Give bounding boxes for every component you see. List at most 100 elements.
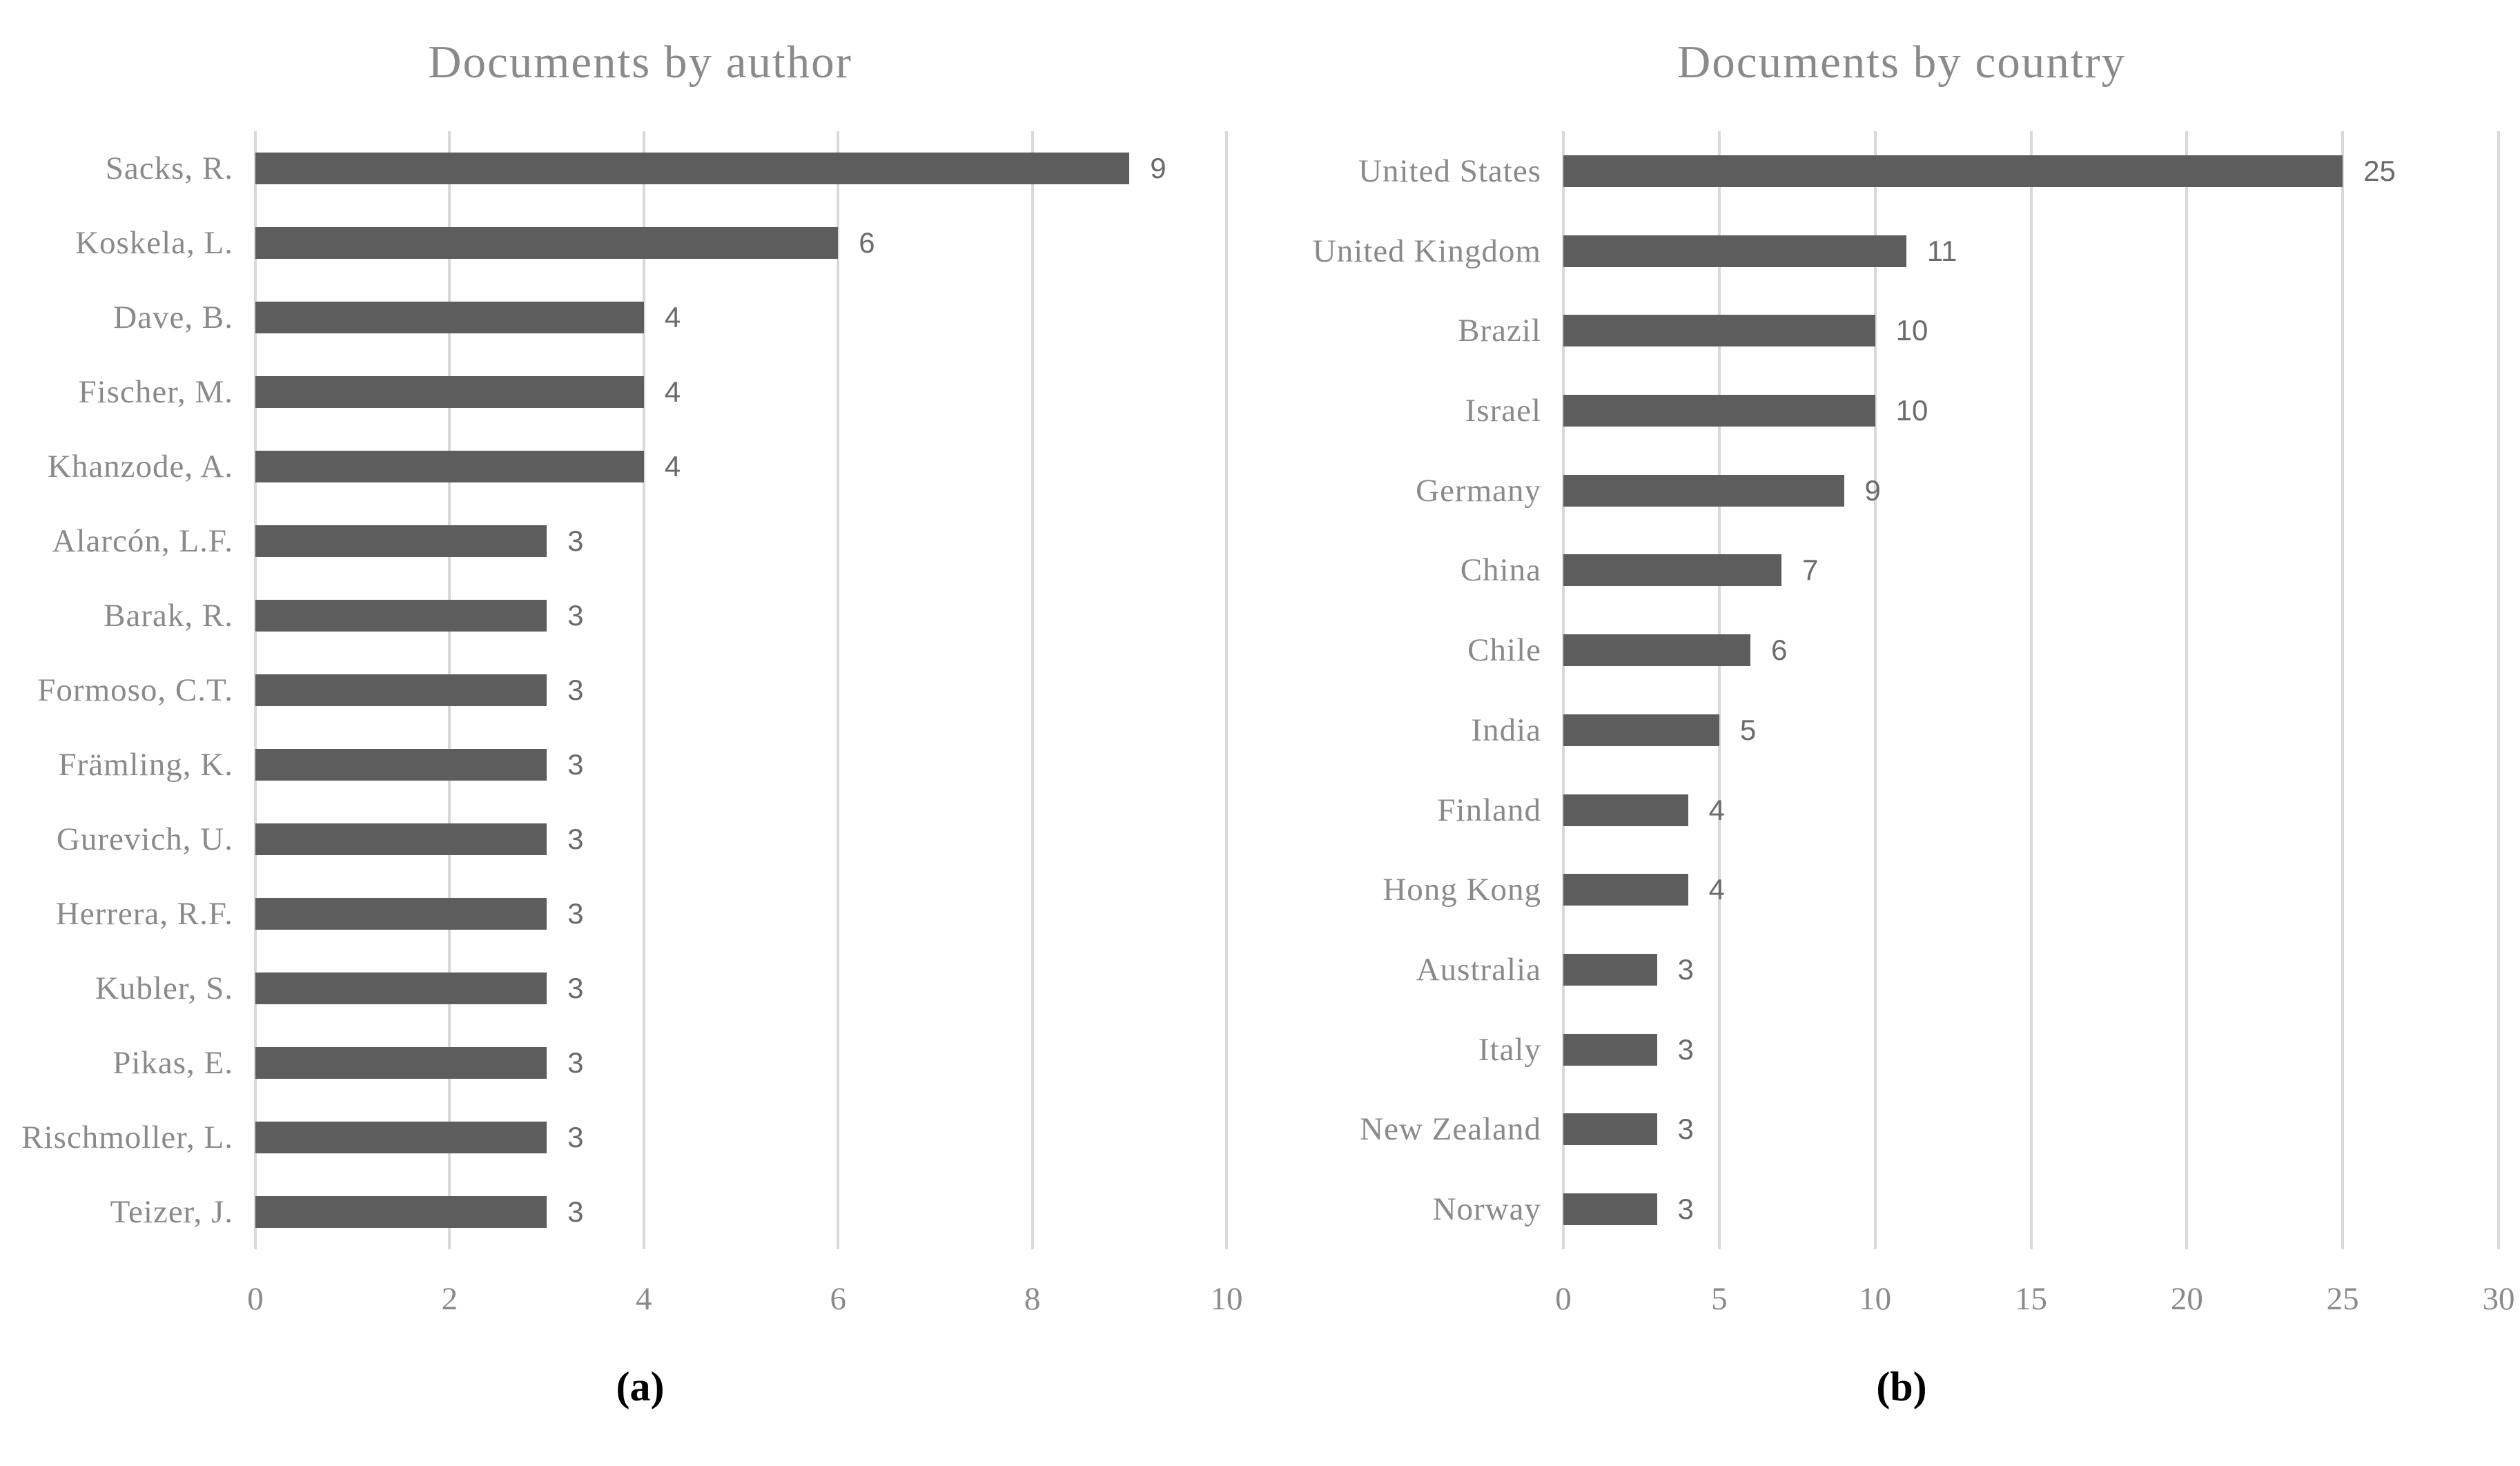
bar-track: 9 [255, 131, 1227, 206]
category-label: Germany [1416, 472, 1541, 509]
value-label: 3 [1677, 1113, 1694, 1146]
gridline [2341, 131, 2345, 1249]
chart-documents-by-author: Documents by author Sacks, R. 9 Koskela, L… [21, 0, 1260, 1466]
bar-track: 4 [1563, 770, 2499, 850]
bar-track: 4 [1563, 850, 2499, 930]
x-tick-label: 2 [441, 1281, 458, 1317]
bar-track: 25 [1563, 131, 2499, 211]
x-tick-label: 5 [1711, 1281, 1728, 1317]
bar [255, 153, 1130, 184]
bar-track: 3 [255, 653, 1227, 727]
category-label: Rischmoller, L. [21, 1120, 233, 1155]
bar [255, 823, 547, 855]
bar [255, 1047, 547, 1079]
x-tick-label: 0 [247, 1281, 264, 1317]
gridline [642, 131, 645, 1249]
category-label: India [1471, 712, 1541, 748]
x-tick-label: 25 [2326, 1281, 2359, 1317]
value-label: 4 [1708, 793, 1726, 826]
gridline [1225, 131, 1228, 1249]
x-axis: 0 5 10 15 20 25 30 [1555, 1249, 2514, 1336]
value-label: 3 [567, 525, 584, 557]
bar-row: Herrera, R.F. 3 [21, 877, 1260, 951]
bar-row: United Kingdom 11 [1287, 211, 2516, 291]
bar-row: Hong Kong 4 [1287, 850, 2516, 930]
bar-row: Främling, K. 3 [21, 727, 1260, 802]
x-tick-label: 0 [1555, 1281, 1572, 1317]
bar-track: 4 [255, 355, 1227, 429]
bar-row: Pikas, E. 3 [21, 1026, 1260, 1100]
value-label: 3 [567, 1121, 584, 1153]
bar [1563, 1193, 1657, 1226]
gridline [1031, 131, 1034, 1249]
bar-row: Kubler, S. 3 [21, 951, 1260, 1026]
gridline [837, 131, 840, 1249]
x-tick-label: 4 [636, 1281, 652, 1317]
bar [1563, 714, 1719, 746]
bar-rows: Sacks, R. 9 Koskela, L. 6 Dave, B. 4 Fischer, … [21, 131, 1260, 1249]
bar-track: 3 [1563, 930, 2499, 1010]
x-tick-label: 8 [1024, 1281, 1041, 1317]
category-label: Norway [1432, 1191, 1541, 1228]
bar-row: Gurevich, U. 3 [21, 802, 1260, 877]
category-label: Teizer, J. [110, 1194, 233, 1230]
value-label: 3 [567, 1046, 584, 1079]
bar-track: 7 [1563, 531, 2499, 611]
bar-track: 3 [255, 578, 1227, 653]
gridline [2029, 131, 2033, 1249]
plot-area: Sacks, R. 9 Koskela, L. 6 Dave, B. 4 Fischer, … [21, 131, 1260, 1249]
value-label: 4 [664, 375, 681, 408]
value-label: 4 [664, 301, 681, 333]
value-label: 25 [2363, 154, 2396, 187]
value-label: 5 [1739, 713, 1757, 746]
bar-track: 11 [1563, 211, 2499, 291]
x-tick-label: 20 [2170, 1281, 2203, 1317]
bar [255, 749, 547, 781]
bar [1563, 1113, 1657, 1146]
value-label: 11 [1926, 234, 1957, 267]
category-label: New Zealand [1360, 1111, 1541, 1148]
category-label: Gurevich, U. [56, 821, 233, 857]
bar [1563, 155, 2343, 187]
gridline [2497, 131, 2500, 1249]
gridline [1873, 131, 1877, 1249]
category-label: Sacks, R. [105, 150, 233, 186]
bar-row: Fischer, M. 4 [21, 355, 1260, 429]
bar-row: Italy 3 [1287, 1010, 2516, 1090]
bar-track: 5 [1563, 690, 2499, 770]
value-label: 3 [567, 972, 584, 1004]
category-label: Chile [1467, 632, 1541, 669]
x-axis: 0 2 4 6 8 10 [247, 1249, 1242, 1336]
bar-track: 3 [255, 802, 1227, 877]
panel-label-b: (b) [1876, 1364, 1927, 1409]
plot-area: United States 25 United Kingdom 11 Brazil 10 I… [1287, 131, 2516, 1249]
bar-row: Dave, B. 4 [21, 280, 1260, 355]
value-label: 4 [664, 450, 681, 482]
value-label: 3 [567, 748, 584, 781]
bar [1563, 554, 1782, 587]
category-label: China [1460, 552, 1541, 589]
bar-row: United States 25 [1287, 131, 2516, 211]
category-label: United States [1358, 153, 1541, 189]
bar [1563, 315, 1875, 347]
value-label: 10 [1895, 314, 1928, 347]
bar [255, 302, 644, 333]
bar [1563, 794, 1688, 826]
value-label: 6 [859, 226, 875, 259]
value-label: 10 [1895, 394, 1928, 427]
x-tick-label: 10 [1210, 1281, 1243, 1317]
bar-track: 3 [255, 727, 1227, 802]
bar [255, 227, 839, 259]
value-label: 3 [1677, 1193, 1694, 1226]
x-tick-label: 10 [1859, 1281, 1892, 1317]
chart-title: Documents by author [428, 37, 852, 88]
value-label: 6 [1771, 634, 1788, 667]
bar-track: 3 [1563, 1010, 2499, 1090]
bar [1563, 954, 1657, 986]
value-label: 7 [1802, 554, 1819, 587]
bar-row: Rischmoller, L. 3 [21, 1100, 1260, 1175]
category-label: Finland [1437, 792, 1541, 828]
bar-row: Brazil 10 [1287, 291, 2516, 371]
category-label: Formoso, C.T. [37, 672, 233, 708]
